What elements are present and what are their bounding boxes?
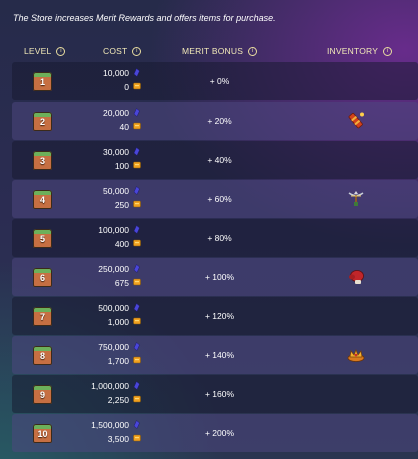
level-badge: 2 <box>33 112 52 131</box>
merit-crystal-icon <box>133 108 140 117</box>
merit-cost: 20,000 <box>103 108 129 118</box>
level-row[interactable]: 10 1,500,000 3,500 + 200% <box>12 414 418 452</box>
level-row[interactable]: 5 100,000 400 + 80% <box>12 219 418 257</box>
merit-crystal-icon <box>133 264 140 273</box>
header-cost-label: COST <box>103 46 128 56</box>
level-number: 9 <box>39 390 45 400</box>
level-row[interactable]: 8 750,000 1,700 + 140% <box>12 336 418 374</box>
merit-bonus: + 200% <box>204 428 235 438</box>
gold-coin-icon <box>133 200 141 208</box>
gold-coin-icon <box>133 161 141 169</box>
header-merit-bonus: MERIT BONUS i <box>182 46 258 56</box>
level-number: 1 <box>39 77 45 87</box>
level-row[interactable]: 4 50,000 250 + 60% <box>12 180 418 218</box>
level-number: 6 <box>39 273 45 283</box>
info-icon[interactable]: i <box>383 46 393 56</box>
gold-cost: 400 <box>114 239 129 249</box>
firecracker-item-icon[interactable] <box>346 111 366 131</box>
header-level-label: LEVEL <box>24 46 52 56</box>
gold-coin-icon <box>133 82 141 90</box>
merit-crystal-icon <box>133 225 140 234</box>
gold-cost: 2,250 <box>107 395 129 405</box>
gold-coin-icon <box>133 278 141 286</box>
merit-cost: 100,000 <box>98 225 129 235</box>
merit-cost: 1,500,000 <box>91 420 129 430</box>
level-number: 3 <box>39 156 45 166</box>
header-inventory: INVENTORY i <box>327 46 393 56</box>
gold-cost: 0 <box>124 82 129 92</box>
merit-crystal-icon <box>133 186 140 195</box>
gold-coin-icon <box>133 356 141 364</box>
gold-coin-icon <box>133 434 141 442</box>
info-icon[interactable]: i <box>56 46 66 56</box>
merit-bonus: + 100% <box>204 272 235 282</box>
level-badge: 7 <box>33 307 52 326</box>
level-row[interactable]: 6 250,000 675 + 100% <box>12 258 418 296</box>
merit-cost: 500,000 <box>98 303 129 313</box>
merit-bonus: + 80% <box>207 233 232 243</box>
level-row[interactable]: 9 1,000,000 2,250 + 160% <box>12 375 418 413</box>
merit-cost: 1,000,000 <box>91 381 129 391</box>
merit-crystal-icon <box>133 420 140 429</box>
header-cost: COST i <box>103 46 142 56</box>
level-row[interactable]: 7 500,000 1,000 + 120% <box>12 297 418 335</box>
merit-bonus: + 20% <box>207 116 232 126</box>
level-badge: 8 <box>33 346 52 365</box>
merit-cost: 250,000 <box>98 264 129 274</box>
merit-bonus: + 40% <box>207 155 232 165</box>
merit-crystal-icon <box>133 147 140 156</box>
level-row[interactable]: 2 20,000 40 + 20% <box>12 102 418 140</box>
store-description: The Store increases Merit Rewards and of… <box>13 13 276 23</box>
merit-crystal-icon <box>133 381 140 390</box>
merit-cost: 750,000 <box>98 342 129 352</box>
level-row[interactable]: 3 30,000 100 + 40% <box>12 141 418 179</box>
level-number: 10 <box>37 429 48 439</box>
level-badge: 1 <box>33 72 52 91</box>
level-badge: 4 <box>33 190 52 209</box>
gold-cost: 1,700 <box>107 356 129 366</box>
level-number: 2 <box>39 117 45 127</box>
level-badge: 5 <box>33 229 52 248</box>
info-icon[interactable]: i <box>132 46 142 56</box>
header-merit-bonus-label: MERIT BONUS <box>182 46 244 56</box>
header-level: LEVEL i <box>24 46 66 56</box>
gold-coin-icon <box>133 395 141 403</box>
level-number: 5 <box>39 234 45 244</box>
level-badge: 10 <box>33 424 52 443</box>
crossbow-item-icon[interactable] <box>346 189 366 209</box>
gold-cost: 40 <box>119 122 129 132</box>
merit-crystal-icon <box>133 303 140 312</box>
header-inventory-label: INVENTORY <box>327 46 379 56</box>
boxing-glove-item-icon[interactable] <box>346 267 366 287</box>
gold-cost: 675 <box>114 278 129 288</box>
level-number: 7 <box>39 312 45 322</box>
level-number: 8 <box>39 351 45 361</box>
gold-coin-icon <box>133 122 141 130</box>
merit-crystal-icon <box>133 342 140 351</box>
gold-cost: 3,500 <box>107 434 129 444</box>
level-badge: 9 <box>33 385 52 404</box>
level-badge: 6 <box>33 268 52 287</box>
merit-bonus: + 60% <box>207 194 232 204</box>
merit-bonus: + 120% <box>204 311 235 321</box>
level-row[interactable]: 1 10,000 0 + 0% <box>12 62 418 100</box>
info-icon[interactable]: i <box>248 46 258 56</box>
gold-coin-icon <box>133 239 141 247</box>
merit-cost: 50,000 <box>103 186 129 196</box>
gold-cost: 1,000 <box>107 317 129 327</box>
merit-cost: 30,000 <box>103 147 129 157</box>
gold-cost: 250 <box>114 200 129 210</box>
merit-crystal-icon <box>133 68 140 77</box>
merit-cost: 10,000 <box>103 68 129 78</box>
merit-bonus: + 140% <box>204 350 235 360</box>
merit-bonus: + 160% <box>204 389 235 399</box>
level-number: 4 <box>39 195 45 205</box>
crown-item-icon[interactable] <box>346 345 366 365</box>
level-badge: 3 <box>33 151 52 170</box>
gold-cost: 100 <box>114 161 129 171</box>
merit-bonus: + 0% <box>209 76 230 86</box>
gold-coin-icon <box>133 317 141 325</box>
